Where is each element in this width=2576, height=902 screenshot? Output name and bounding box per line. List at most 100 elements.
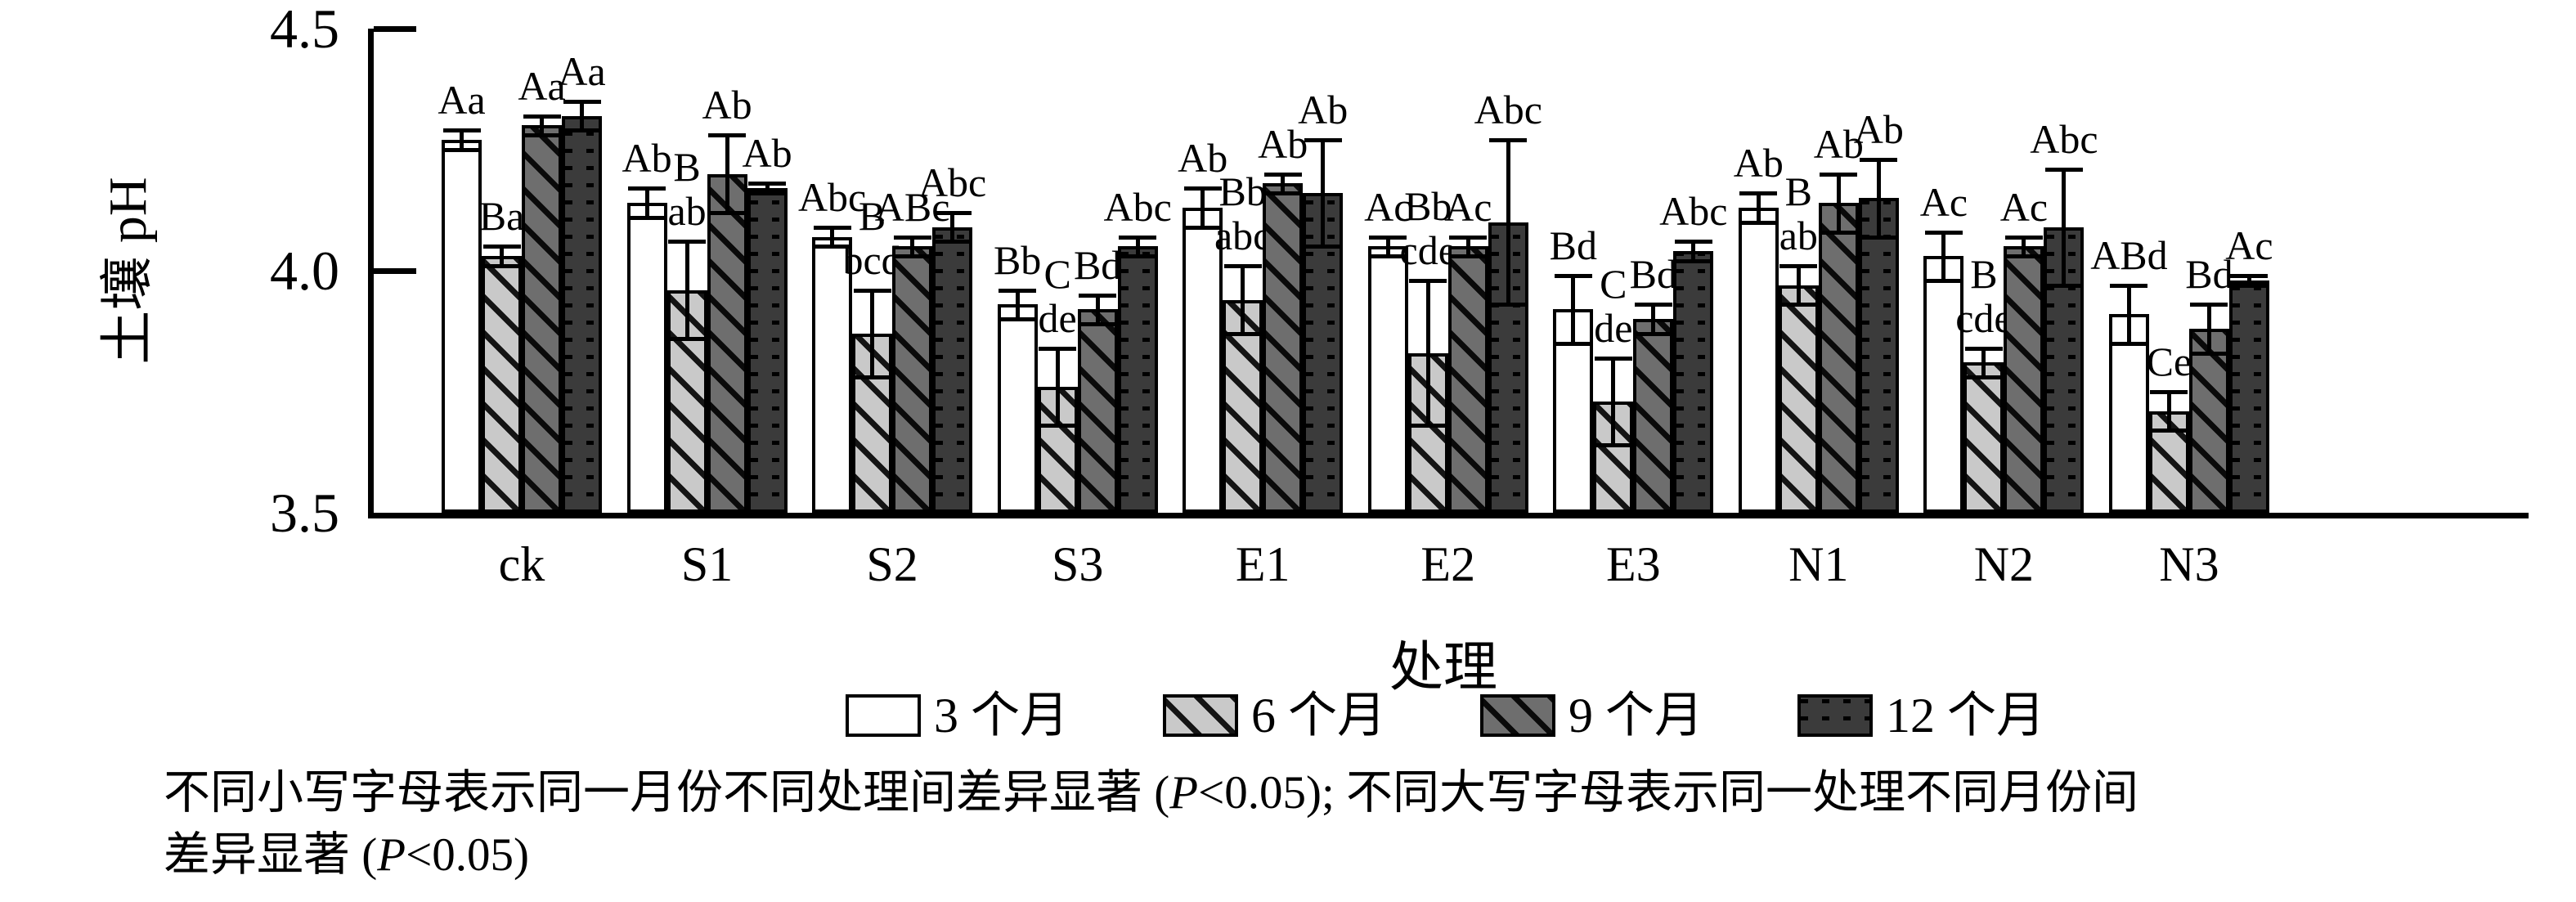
error-bar-cap-top [1263,172,1302,177]
error-bar-cap-bottom [1079,322,1117,327]
x-category-label: E1 [1235,537,1290,591]
error-bar-cap-bottom [893,254,931,259]
error-bar-cap-bottom [933,240,972,245]
error-bar-cap-top [1183,186,1222,191]
significance-label: ABc [874,183,950,230]
error-bar-cap-bottom [1860,235,1898,240]
error-bar [1651,304,1656,334]
y-axis-title: 土壤 pH [98,177,158,365]
bar [562,115,602,513]
legend-swatch-icon [1480,694,1555,737]
error-bar [910,236,915,257]
significance-label: Aa [438,77,486,123]
error-bar-cap-bottom [1449,254,1488,259]
error-bar-cap-bottom [1119,254,1157,259]
bar [1077,309,1118,513]
bar [892,246,933,513]
error-bar-cap-bottom [668,336,707,341]
error-bar-cap-top [482,245,521,249]
bar [1593,401,1634,513]
error-bar-cap-top [813,225,851,230]
error-bar [1836,173,1841,232]
legend-label: 9 个月 [1568,689,1703,743]
legend-item: 6 个月 [1163,691,1386,740]
bar [522,125,562,513]
bar [1738,208,1779,513]
significance-label: Ab [1178,135,1228,182]
error-bar [1281,173,1286,194]
significance-label: Abc [1103,183,1172,230]
error-bar-cap-bottom [853,375,891,380]
error-bar-cap-bottom [1964,375,2003,380]
error-bar [1465,236,1470,257]
caption-line-2: 差异显著 (P<0.05) [164,829,529,881]
bar [1923,256,1964,513]
y-axis-tick [374,26,416,32]
legend: 3 个月 6 个月 9 个月 12 个月 [368,691,2523,740]
error-bar [1941,231,1946,280]
error-bar [765,183,770,194]
significance-label: Ab [1733,140,1784,186]
bar [1367,246,1408,513]
error-bar-cap-top [1739,191,1778,196]
error-bar [540,115,544,136]
error-bar-cap-bottom [1369,254,1407,259]
error-bar-cap-bottom [2004,254,2043,259]
error-bar-cap-top [2230,273,2269,278]
error-bar [1241,266,1245,334]
bar [626,203,667,513]
error-bar-cap-bottom [2230,283,2269,288]
error-bar-cap-bottom [2190,351,2228,356]
bar [707,173,747,513]
error-bar-cap-bottom [1263,191,1302,196]
legend-item: 3 个月 [846,691,1069,740]
error-bar-cap-bottom [1409,424,1447,429]
bar [1263,183,1304,513]
error-bar [1691,241,1696,262]
significance-label: Ab [1298,87,1349,133]
error-bar-cap-top [1554,273,1592,278]
bar [442,140,482,513]
significance-label: Bd [1629,251,1677,298]
legend-label: 3 个月 [934,689,1069,743]
error-bar-cap-top [2150,390,2188,394]
error-bar-cap-top [2190,303,2228,307]
error-bar [2062,168,2067,285]
significance-label: Ab [702,82,752,128]
error-bar [1425,280,1430,426]
error-bar [460,130,464,150]
significance-label: Ab [1853,105,1904,152]
error-bar [2166,392,2171,431]
error-bar-cap-bottom [1820,230,1858,235]
error-bar-cap-bottom [1304,245,1342,249]
error-bar-cap-top [2044,167,2083,172]
error-bar [1506,140,1510,305]
error-bar-cap-top [893,235,931,240]
x-category-label: N3 [2159,537,2219,591]
error-bar-cap-bottom [482,264,521,269]
caption-line-1: 不同小写字母表示同一月份不同处理间差异显著 (P<0.05); 不同大写字母表示… [164,767,2139,819]
error-bar [1055,348,1060,426]
error-bar-cap-top [1079,293,1117,298]
significance-label: Ab [1258,120,1308,167]
bar [1778,285,1819,513]
error-bar [2022,236,2026,257]
error-bar-cap-top [1409,278,1447,283]
error-bar-cap-bottom [748,191,787,196]
legend-swatch-icon [846,694,921,737]
significance-label: Ac [1999,183,2049,230]
error-bar-cap-bottom [2150,429,2188,433]
error-bar-cap-bottom [1779,303,1818,307]
bar [1963,362,2004,513]
error-bar [2246,275,2251,285]
error-bar [2206,304,2211,353]
error-bar-cap-top [2110,283,2148,288]
error-bar-cap-bottom [1594,443,1632,448]
y-axis-tick-label: 4.5 [270,0,339,60]
error-bar-cap-bottom [813,245,851,249]
